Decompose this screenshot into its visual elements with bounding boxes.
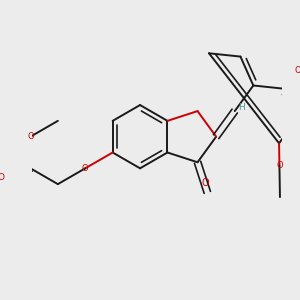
Text: O: O bbox=[82, 164, 88, 173]
Text: O: O bbox=[27, 132, 34, 141]
Text: H: H bbox=[238, 103, 245, 112]
Text: O: O bbox=[276, 161, 283, 170]
Text: O: O bbox=[202, 178, 209, 188]
Text: O: O bbox=[295, 66, 300, 75]
Text: O: O bbox=[0, 173, 5, 182]
